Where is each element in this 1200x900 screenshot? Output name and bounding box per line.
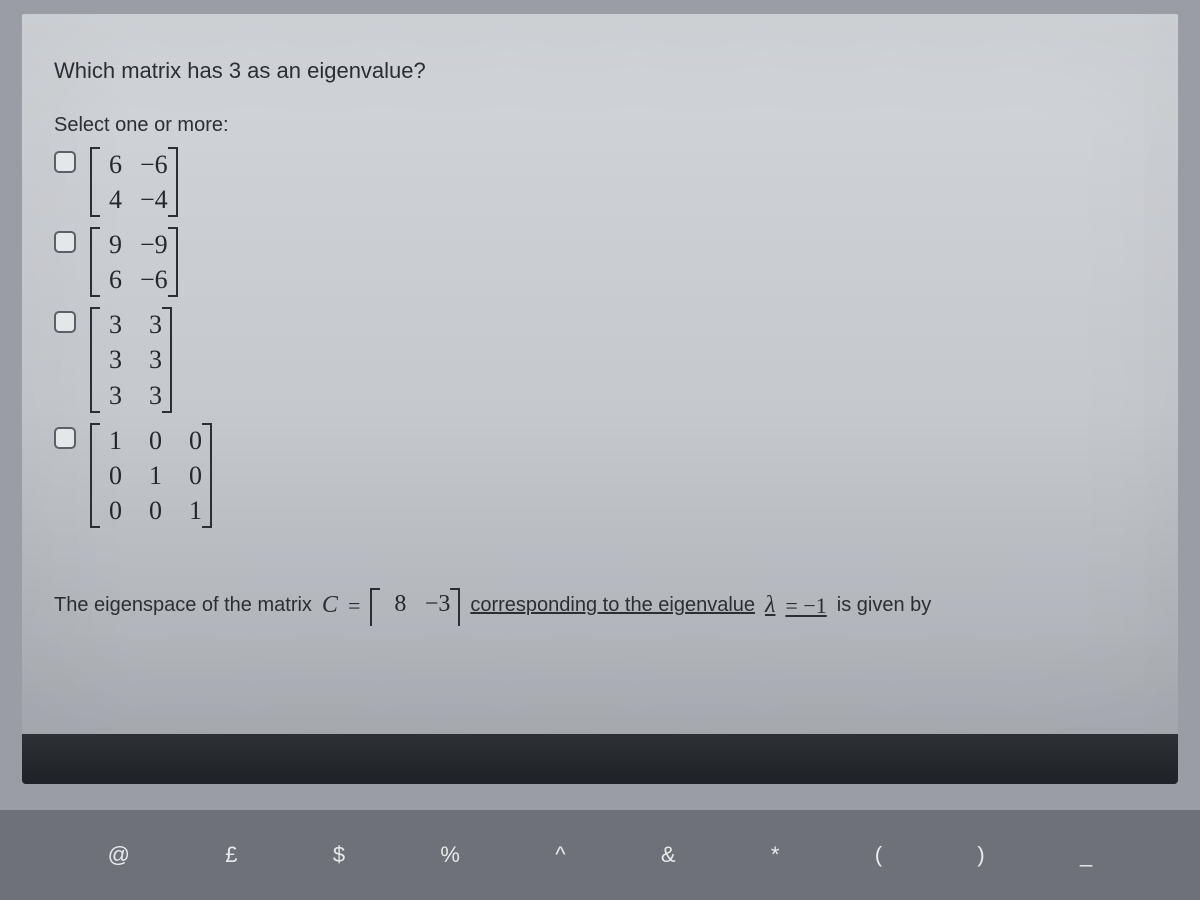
select-one-or-more-label: Select one or more: [54, 114, 1146, 137]
q2-text-mid: corresponding to the eigenvalue [470, 594, 755, 617]
key-asterisk: * [771, 842, 780, 868]
option-2: 9−9 6−6 [54, 225, 1146, 299]
key-percent: % [440, 842, 460, 868]
q2-matrix-symbol: C [322, 592, 338, 619]
q2-equals: = [348, 593, 360, 619]
key-ampersand: & [661, 842, 676, 868]
checkbox-icon[interactable] [54, 311, 76, 333]
options-list: 6−6 4−4 9−9 6−6 33 33 33 100 010 [54, 145, 1146, 530]
matrix-option-1: 6−6 4−4 [90, 145, 178, 219]
question-prompt: Which matrix has 3 as an eigenvalue? [54, 58, 1146, 84]
option-1: 6−6 4−4 [54, 145, 1146, 219]
q2-lambda-eq: = −1 [785, 593, 826, 619]
laptop-bezel [22, 734, 1178, 784]
key-at: @ [108, 842, 130, 868]
key-caret: ^ [555, 842, 565, 868]
q2-text-before: The eigenspace of the matrix [54, 594, 312, 617]
q2-lambda: λ [765, 592, 775, 619]
option-3: 33 33 33 [54, 305, 1146, 414]
q2-text-after: is given by [837, 594, 932, 617]
checkbox-icon[interactable] [54, 151, 76, 173]
q2-matrix: 8−3 18−7 [370, 586, 460, 626]
key-underscore: _ [1080, 842, 1092, 868]
checkbox-icon[interactable] [54, 427, 76, 449]
keyboard-row: @ £ $ % ^ & * ( ) _ [0, 810, 1200, 900]
checkbox-icon[interactable] [54, 231, 76, 253]
q2-matrix-wrapper: 8−3 18−7 [370, 586, 460, 626]
question-2-line: The eigenspace of the matrix C = 8−3 18−… [54, 586, 1146, 626]
quiz-screen: Which matrix has 3 as an eigenvalue? Sel… [22, 14, 1178, 734]
option-4: 100 010 001 [54, 421, 1146, 530]
key-lparen: ( [875, 842, 882, 868]
matrix-option-2: 9−9 6−6 [90, 225, 178, 299]
matrix-option-3: 33 33 33 [90, 305, 172, 414]
matrix-option-4: 100 010 001 [90, 421, 212, 530]
key-dollar: $ [333, 842, 345, 868]
key-pound: £ [225, 842, 237, 868]
key-rparen: ) [977, 842, 984, 868]
